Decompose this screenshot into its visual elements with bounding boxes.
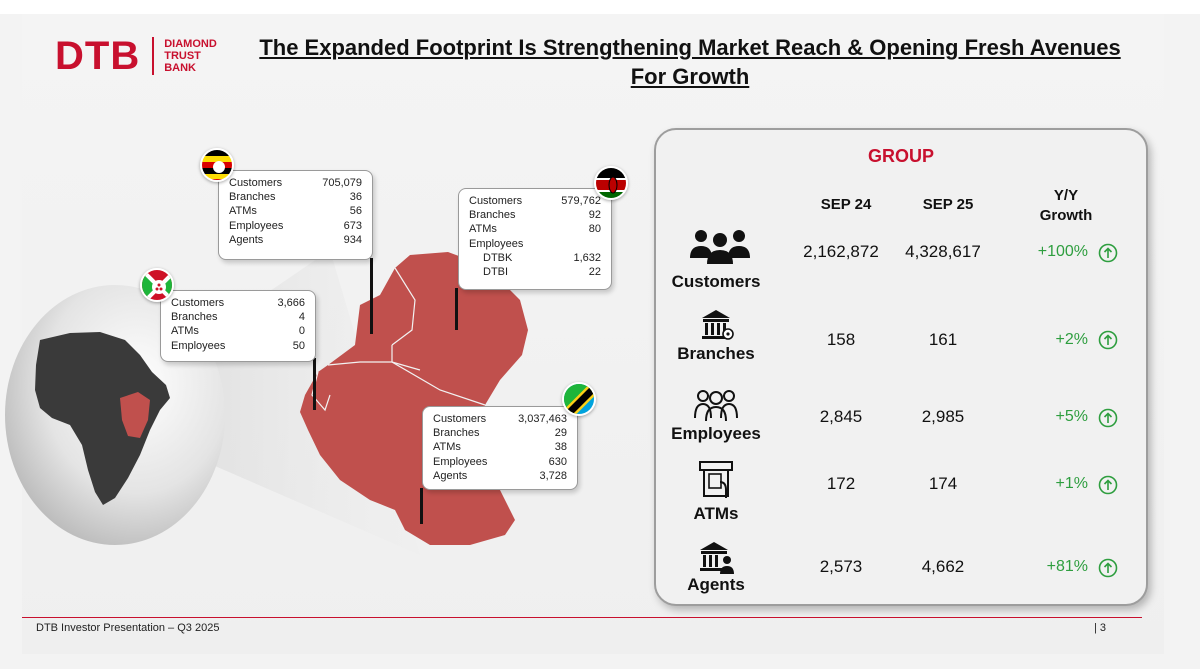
header-growth: Y/Y Growth xyxy=(1016,186,1116,226)
kenya-row-employees: Employees xyxy=(469,237,524,250)
metric-sep25-atms: 174 xyxy=(928,474,958,493)
atm-icon xyxy=(699,461,733,498)
group-panel: GROUP SEP 24 SEP 25 Y/Y Growth Customers… xyxy=(654,128,1148,606)
uganda-flag-icon xyxy=(200,148,234,182)
tanzania-row-customers: Customers 3,037,463 xyxy=(433,413,567,425)
metric-sep25-branches: 161 xyxy=(928,330,958,349)
header-sep25: SEP 25 xyxy=(922,196,974,213)
uganda-row-branches: Branches 36 xyxy=(229,191,362,204)
logo-mark: DTB xyxy=(55,34,141,78)
footer-caption: DTB Investor Presentation – Q3 2025 xyxy=(36,622,220,634)
burundi-row-atms: ATMs 0 xyxy=(171,325,305,338)
top-band xyxy=(0,0,1200,14)
up-arrow-icon xyxy=(1098,243,1118,263)
kenya-row-customers: Customers 579,762 xyxy=(469,195,601,207)
up-arrow-icon xyxy=(1098,558,1118,578)
logo-line-3: BANK xyxy=(164,62,196,74)
metric-growth-atms: +1% xyxy=(1055,475,1088,492)
burundi-pointer xyxy=(313,358,316,410)
tanzania-flag-icon xyxy=(562,382,596,416)
up-arrow-icon xyxy=(1098,475,1118,495)
metric-label-atms: ATMs xyxy=(693,504,739,523)
kenya-row-branches: Branches 92 xyxy=(469,209,601,222)
footer-rule xyxy=(22,617,1142,618)
burundi-row-customers: Customers 3,666 xyxy=(171,297,305,309)
metric-sep24-atms: 172 xyxy=(826,474,856,493)
metric-growth-employees: +5% xyxy=(1055,408,1088,425)
metric-sep25-customers: 4,328,617 xyxy=(905,242,981,261)
uganda-row-employees: Employees 673 xyxy=(229,219,362,232)
uganda-card: Customers 705,079 Branches 36 ATMs 56 Emplo… xyxy=(218,170,373,260)
header-growth-line1: Y/Y xyxy=(1053,187,1079,204)
border-uganda-tanzania xyxy=(327,361,421,371)
burundi-row-branches: Branches 4 xyxy=(171,311,305,324)
up-arrow-icon xyxy=(1098,408,1118,428)
border-kenya-tanzania xyxy=(391,345,486,406)
burundi-card: Customers 3,666 Branches 4 ATMs 0 Employees… xyxy=(160,290,316,362)
kenya-row-dtbi: DTBI 22 xyxy=(483,266,601,279)
metric-sep24-employees: 2,845 xyxy=(819,407,863,426)
employees-icon xyxy=(694,390,738,422)
logo-line-1: DIAMOND xyxy=(164,38,217,50)
tanzania-row-branches: Branches 29 xyxy=(433,427,567,440)
header-sep24: SEP 24 xyxy=(820,196,872,213)
africa-silhouette xyxy=(35,332,170,505)
kenya-flag-icon xyxy=(594,166,628,200)
group-title: GROUP xyxy=(867,146,934,166)
metric-sep25-agents: 4,662 xyxy=(921,557,965,576)
metric-growth-customers: +100% xyxy=(1037,243,1088,260)
tanzania-card: Customers 3,037,463 Branches 29 ATMs 38 Emp… xyxy=(422,406,578,490)
burundi-flag-icon xyxy=(140,268,174,302)
tanzania-row-atms: ATMs 38 xyxy=(433,441,567,454)
customers-icon xyxy=(690,230,750,264)
kenya-row-dtbk: DTBK 1,632 xyxy=(483,251,601,264)
metric-sep24-branches: 158 xyxy=(826,330,856,349)
metric-growth-agents: +81% xyxy=(1046,558,1088,575)
header-growth-line2: Growth xyxy=(1039,207,1093,224)
logo-divider xyxy=(152,37,155,75)
tanzania-pointer xyxy=(420,488,423,524)
metric-label-employees: Employees xyxy=(671,424,761,443)
metric-label-agents: Agents xyxy=(687,575,745,594)
metric-sep25-employees: 2,985 xyxy=(921,407,965,426)
slide-title: The Expanded Footprint Is Strengthening … xyxy=(259,35,1121,89)
uganda-row-agents: Agents 934 xyxy=(229,233,362,246)
agent-icon xyxy=(700,542,734,574)
kenya-row-atms: ATMs 80 xyxy=(469,223,601,236)
uganda-row-customers: Customers 705,079 xyxy=(229,177,362,189)
metric-growth-branches: +2% xyxy=(1055,331,1088,348)
uganda-pointer xyxy=(370,258,373,334)
page-number: | 3 xyxy=(1094,622,1107,634)
kenya-pointer xyxy=(455,288,458,330)
kenya-card: Customers 579,762 Branches 92 ATMs 80 Emplo… xyxy=(458,188,612,290)
tanzania-row-employees: Employees 630 xyxy=(433,455,567,468)
metric-label-branches: Branches xyxy=(677,344,755,363)
up-arrow-icon xyxy=(1098,330,1118,350)
metric-sep24-agents: 2,573 xyxy=(819,557,863,576)
logo-wordmark: DIAMOND TRUST BANK xyxy=(164,38,217,74)
tanzania-row-agents: Agents 3,728 xyxy=(433,469,567,482)
metric-label-customers: Customers xyxy=(671,272,761,291)
africa-highlight xyxy=(120,392,150,438)
metric-sep24-customers: 2,162,872 xyxy=(803,242,879,261)
dtb-logo: DTB DIAMOND TRUST BANK xyxy=(55,36,217,76)
burundi-row-employees: Employees 50 xyxy=(171,339,305,352)
border-uganda-kenya xyxy=(391,267,416,346)
bank-branch-icon xyxy=(702,310,734,340)
uganda-row-atms: ATMs 56 xyxy=(229,205,362,218)
logo-line-2: TRUST xyxy=(164,50,201,62)
